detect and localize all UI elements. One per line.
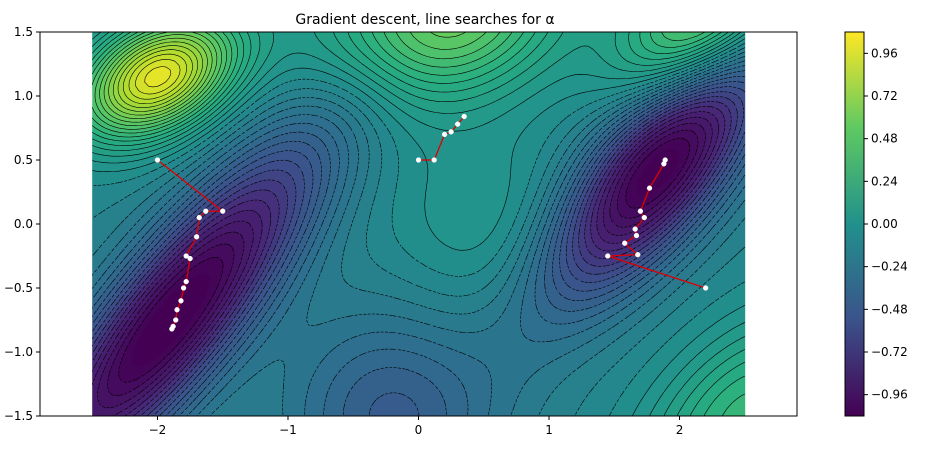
x-tick-label: 0 <box>415 423 423 437</box>
descent-point <box>633 232 640 239</box>
contour-line <box>91 101 732 416</box>
contour-line <box>91 32 745 416</box>
descent-point <box>220 208 226 214</box>
contour-line <box>103 34 213 119</box>
colorbar-tick-label: 0.96 <box>871 46 898 60</box>
y-tick-label: −0.5 <box>4 281 33 295</box>
x-tick-label: −2 <box>149 423 167 437</box>
x-tick-label: 2 <box>676 423 684 437</box>
descent-point <box>622 240 628 246</box>
contour-line <box>92 33 745 416</box>
descent-point <box>641 214 647 221</box>
descent-point <box>448 129 454 135</box>
contour-line <box>144 66 172 88</box>
colorbar-tick-label: −0.96 <box>871 388 908 402</box>
contour-line <box>117 45 199 108</box>
contour-line <box>128 53 187 100</box>
y-tick-label: 1.0 <box>14 89 33 103</box>
colorbar-tick-label: 0.00 <box>871 217 898 231</box>
contour-line <box>91 111 720 416</box>
y-tick-label: 1.5 <box>14 25 33 39</box>
descent-point <box>635 252 641 258</box>
contour-line <box>91 32 745 416</box>
contour-line <box>107 129 699 396</box>
descent-point <box>174 307 180 313</box>
y-tick-label: 0.0 <box>14 217 33 231</box>
descent-point <box>193 234 200 240</box>
contour-line <box>91 65 746 416</box>
descent-point <box>173 317 179 323</box>
contour-line <box>91 60 746 416</box>
descent-point <box>461 113 467 120</box>
descent-path <box>415 113 467 163</box>
descent-path <box>605 157 709 291</box>
contour-line <box>91 32 745 416</box>
contour-line <box>112 41 203 112</box>
y-tick-label: −1.0 <box>4 345 33 359</box>
colorbar-tick-label: −0.48 <box>871 302 908 316</box>
descent-path <box>154 157 226 332</box>
contour-line <box>99 32 467 123</box>
contour-line <box>91 70 746 416</box>
colorbar-tick-label: 0.72 <box>871 89 898 103</box>
contour-line <box>91 106 726 416</box>
descent-point <box>169 326 175 332</box>
descent-point <box>702 285 709 291</box>
contour-line <box>97 122 706 409</box>
descent-point <box>431 157 437 163</box>
descent-point <box>180 285 187 291</box>
colorbar-tick-label: −0.72 <box>871 345 908 359</box>
colorbar-tick-label: 0.24 <box>871 174 898 188</box>
x-tick-label: 1 <box>545 423 553 437</box>
contour-line <box>94 32 487 126</box>
x-tick-label: −1 <box>279 423 297 437</box>
descent-paths <box>154 113 709 332</box>
contour-line <box>91 96 738 416</box>
descent-point <box>183 253 189 259</box>
plot-area <box>39 31 798 417</box>
contour-line <box>92 32 745 416</box>
y-axis: 1.5 1.0 0.5 0.0 −0.5 −1.0 −1.5 <box>4 25 40 423</box>
descent-point <box>154 157 161 163</box>
contour-line <box>91 32 706 134</box>
chart-title: Gradient descent, line searches for α <box>295 12 554 28</box>
contour-line <box>91 32 501 130</box>
descent-point <box>662 157 668 163</box>
descent-point <box>632 226 638 232</box>
y-tick-label: −1.5 <box>4 409 33 423</box>
contour-line <box>92 42 745 416</box>
descent-point <box>637 208 644 214</box>
y-tick-label: 0.5 <box>14 153 33 167</box>
contour-line <box>108 37 208 116</box>
colorbar-tick-label: −0.24 <box>871 260 908 274</box>
x-axis: −2 −1 0 1 2 <box>149 416 684 437</box>
contour-line <box>92 38 745 416</box>
contour-line <box>91 56 746 416</box>
descent-point <box>203 208 209 214</box>
contour-line <box>91 116 713 416</box>
descent-point <box>415 157 422 163</box>
descent-point <box>183 278 189 285</box>
descent-point <box>455 121 461 127</box>
contour-line <box>91 91 744 416</box>
descent-point <box>187 255 193 262</box>
contour-line <box>122 49 193 104</box>
descent-point <box>605 253 611 259</box>
contour-line <box>92 32 745 416</box>
contour-line <box>91 86 746 416</box>
colorbar-ticks: 0.96 0.72 0.48 0.24 0.00 −0.24 −0.48 −0.72 −0.96 <box>864 46 908 402</box>
colorbar-tick-label: 0.48 <box>871 132 898 146</box>
contour-line <box>91 51 746 416</box>
contour-line <box>135 59 181 95</box>
descent-point <box>441 131 448 138</box>
contour-line <box>91 81 746 416</box>
descent-point <box>646 185 653 191</box>
contour-lines <box>91 32 746 416</box>
descent-point <box>178 298 184 304</box>
contour-line <box>92 47 746 416</box>
colorbar: 0.96 0.72 0.48 0.24 0.00 −0.24 −0.48 −0.72 −0.96 <box>844 31 908 417</box>
descent-point <box>196 214 202 221</box>
colorbar-gradient <box>844 31 865 417</box>
